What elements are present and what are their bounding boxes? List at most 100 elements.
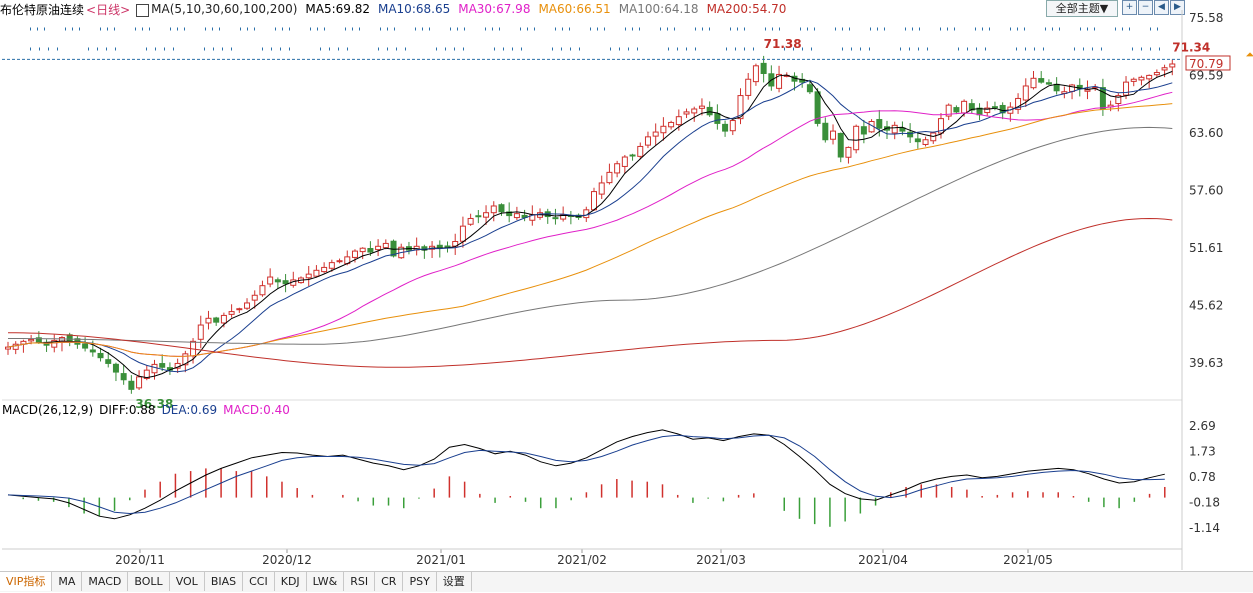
candle-body: [1022, 85, 1029, 101]
candle-body: [498, 204, 505, 213]
period-selector[interactable]: <日线>: [86, 2, 131, 17]
candle-body: [922, 139, 929, 145]
candle-body: [629, 154, 636, 157]
candle-body: [876, 119, 883, 129]
current-price-box: [1185, 55, 1231, 71]
price-tick-label: 63.60: [1189, 126, 1223, 140]
x-tick-label: 2021/01: [416, 553, 466, 567]
tab-0[interactable]: VIP指标: [0, 572, 53, 591]
candle-body: [51, 339, 58, 348]
tab-12[interactable]: 设置: [437, 572, 472, 591]
candle-body: [652, 131, 659, 137]
theme-dropdown[interactable]: 全部主题▼: [1046, 0, 1118, 17]
instrument-title: 布伦特原油连续: [0, 2, 85, 17]
candle-body: [506, 211, 513, 217]
candle-body: [197, 324, 204, 340]
tab-10[interactable]: CR: [375, 572, 404, 591]
candle-body: [760, 62, 767, 74]
annotation-high: 71.34: [1172, 41, 1210, 55]
candle-body: [483, 212, 490, 218]
candle-body: [999, 104, 1006, 114]
candle-body: [28, 338, 35, 342]
candle-body: [706, 106, 713, 116]
price-chart[interactable]: 75.58 69.59 63.60 57.60 51.61 45.62 39.63 2.69 1…: [0, 0, 1253, 571]
candle-body: [1038, 78, 1045, 83]
candle-body: [991, 106, 998, 109]
candle-body: [1030, 77, 1037, 89]
candle-body: [552, 217, 559, 220]
candle-body: [698, 105, 705, 109]
current-price-label: 70.79: [1189, 57, 1223, 71]
candle-body: [937, 118, 944, 134]
macd-tick-label: 1.73: [1189, 445, 1216, 459]
candle-body: [745, 78, 752, 96]
tab-7[interactable]: KDJ: [275, 572, 307, 591]
x-tick-label: 2021/05: [1003, 553, 1053, 567]
tab-4[interactable]: VOL: [170, 572, 205, 591]
ma-line-ma60: [7, 103, 1173, 357]
candle-body: [1053, 83, 1060, 92]
candle-body: [35, 337, 42, 343]
candle-body: [120, 373, 127, 381]
candle-body: [1153, 72, 1160, 76]
candle-body: [459, 225, 466, 242]
candle-body: [1123, 81, 1130, 96]
candle-body: [205, 317, 212, 324]
candle-body: [251, 294, 258, 301]
macd-tick-label: 0.78: [1189, 470, 1216, 484]
ma200-value: MA200:54.70: [706, 2, 787, 16]
candle-body: [814, 91, 821, 124]
candle-body: [637, 145, 644, 157]
candle-body: [89, 349, 96, 353]
scroll-left-icon[interactable]: ◀: [1154, 0, 1169, 15]
candle-body: [467, 217, 474, 225]
ma-settings-icon[interactable]: [136, 3, 150, 17]
candle-body: [97, 352, 104, 359]
tab-8[interactable]: LW&: [307, 572, 345, 591]
candle-body: [953, 107, 960, 113]
candle-body: [351, 250, 358, 258]
candle-body: [722, 123, 729, 132]
tab-5[interactable]: BIAS: [205, 572, 244, 591]
tab-9[interactable]: RSI: [344, 572, 376, 591]
price-tick-label: 39.63: [1189, 356, 1223, 370]
tab-11[interactable]: PSY: [403, 572, 437, 591]
candle-body: [336, 260, 343, 263]
ma-line-ma200: [7, 217, 1173, 368]
candle-body: [806, 84, 813, 93]
tab-2[interactable]: MACD: [82, 572, 129, 591]
annotation-low: 36.38: [135, 397, 173, 411]
candle-body: [1146, 74, 1153, 80]
candle-body: [274, 279, 281, 283]
ma-line-ma10: [7, 79, 1173, 373]
candle-body: [660, 125, 667, 134]
candle-body: [668, 121, 675, 128]
tab-6[interactable]: CCI: [243, 572, 275, 591]
price-tick-label: 57.60: [1189, 184, 1223, 198]
price-tick-label: 69.59: [1189, 69, 1223, 83]
candle-body: [1045, 82, 1052, 85]
x-tick-label: 2020/11: [115, 553, 165, 567]
candle-body: [82, 343, 89, 349]
candle-body: [853, 125, 860, 151]
ma5-value: MA5:69.82: [305, 2, 370, 16]
zoom-out-icon[interactable]: −: [1138, 0, 1153, 15]
scroll-right-icon[interactable]: ▶: [1170, 0, 1185, 15]
candle-body: [1015, 97, 1022, 110]
macd-tick-label: -0.18: [1189, 495, 1220, 509]
candle-body: [513, 213, 520, 219]
candle-body: [236, 308, 243, 311]
candle-body: [683, 111, 690, 115]
macd-diff-value: DIFF:0.88: [99, 403, 156, 417]
tab-1[interactable]: MA: [52, 572, 83, 591]
zoom-in-icon[interactable]: +: [1122, 0, 1137, 15]
candle-body: [961, 100, 968, 114]
candle-body: [1115, 95, 1122, 105]
candle-body: [598, 182, 605, 195]
ma100-value: MA100:64.18: [618, 2, 699, 16]
tab-3[interactable]: BOLL: [128, 572, 170, 591]
x-tick-label: 2020/12: [262, 553, 312, 567]
candle-body: [220, 314, 227, 324]
candle-body: [382, 242, 389, 249]
candle-body: [899, 127, 906, 132]
